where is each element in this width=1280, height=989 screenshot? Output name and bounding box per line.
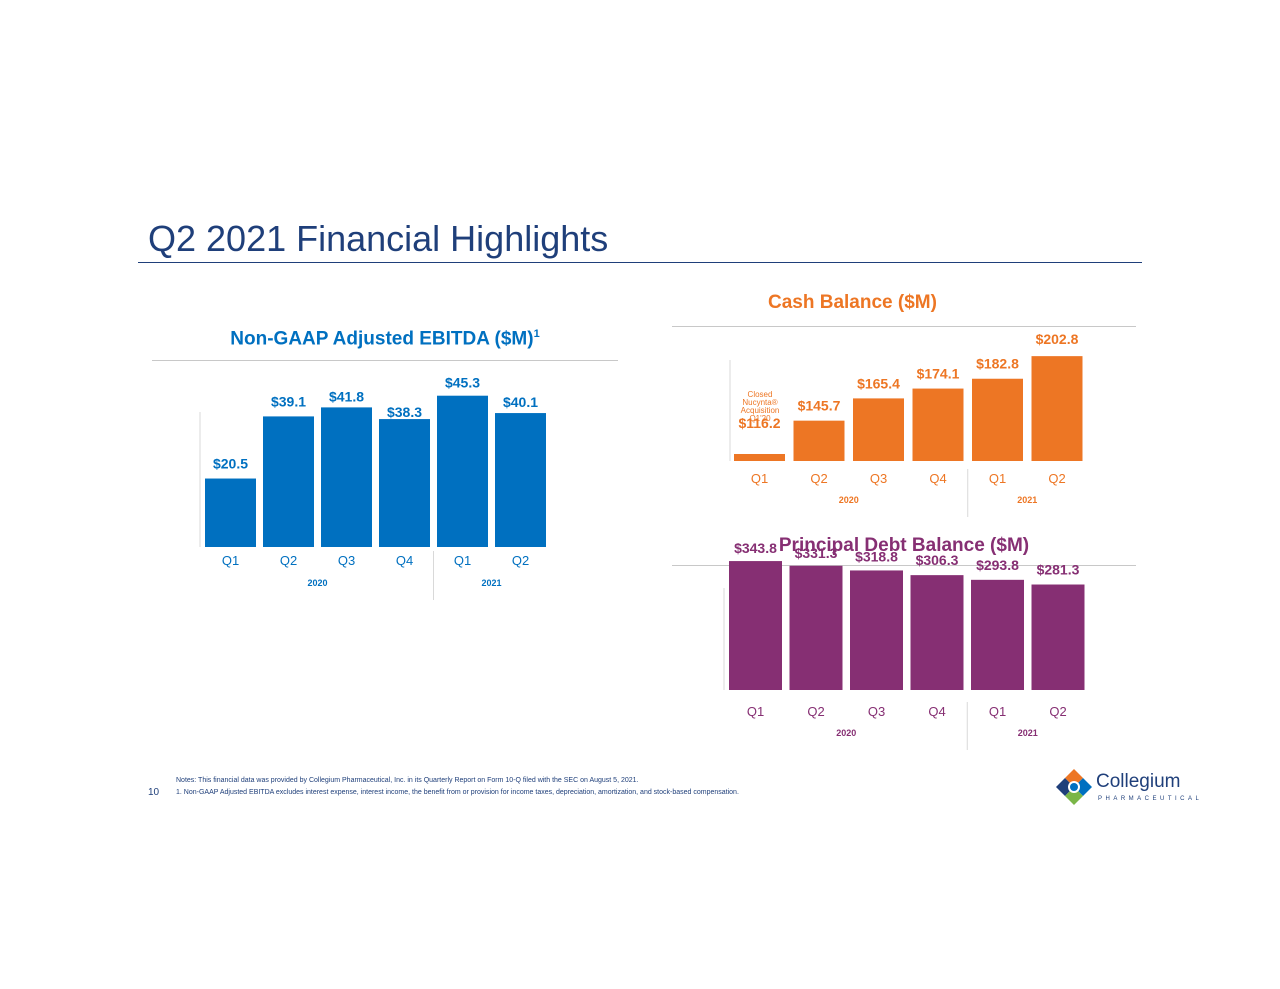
ebitda-bar <box>321 407 372 547</box>
ebitda-category-label: Q3 <box>338 553 355 568</box>
ebitda-category-label: Q1 <box>222 553 239 568</box>
company-logo: Collegium PHARMACEUTICAL <box>1054 767 1199 807</box>
cash-annotation-line: Nucynta® <box>742 398 777 407</box>
debt-category-label: Q1 <box>989 704 1006 719</box>
cash-bar <box>853 398 904 461</box>
cash-category-label: Q1 <box>751 471 768 486</box>
ebitda-value-label: $40.1 <box>503 394 538 410</box>
debt-bar <box>910 575 964 690</box>
debt-category-label: Q2 <box>1049 704 1066 719</box>
page-number: 10 <box>148 787 160 798</box>
ebitda-value-label: $20.5 <box>213 456 248 472</box>
ebitda-value-label: $41.8 <box>329 388 364 404</box>
debt-value-label: $343.8 <box>734 540 777 556</box>
debt-bar <box>789 565 843 690</box>
debt-bar <box>729 561 782 690</box>
cash-category-label: Q3 <box>870 471 887 486</box>
debt-value-label: $318.8 <box>855 548 898 564</box>
ebitda-bar <box>379 419 430 547</box>
debt-category-label: Q3 <box>868 704 885 719</box>
cash-bar <box>912 388 964 461</box>
ebitda-title-rule <box>152 360 618 361</box>
ebitda-chart-title-text: Non-GAAP Adjusted EBITDA ($M) <box>230 328 534 350</box>
debt-group-label: 2021 <box>1018 728 1038 738</box>
cash-annotation-line: Closed <box>748 390 773 399</box>
ebitda-footnote-mark: 1 <box>533 328 540 340</box>
ebitda-category-label: Q1 <box>454 553 471 568</box>
logo-subtitle: PHARMACEUTICAL <box>1098 796 1203 802</box>
footnote-ebitda: 1. Non-GAAP Adjusted EBITDA excludes int… <box>176 789 739 796</box>
cash-annotation-line: Acquisition <box>741 406 780 415</box>
cash-bar <box>734 453 785 461</box>
ebitda-bar <box>263 416 314 547</box>
debt-title-rule <box>672 565 1136 566</box>
ebitda-group-label: 2021 <box>481 578 501 588</box>
cash-value-label: $165.4 <box>857 375 900 391</box>
cash-category-label: Q2 <box>810 471 827 486</box>
ebitda-chart-title: Non-GAAP Adjusted EBITDA ($M)1 <box>152 328 618 350</box>
ebitda-group-label: 2020 <box>307 578 327 588</box>
ebitda-bar <box>437 395 488 547</box>
cash-group-label: 2020 <box>839 495 859 505</box>
cash-title-rule <box>672 326 1136 327</box>
cash-bar <box>1031 356 1083 461</box>
cash-chart-title: Cash Balance ($M) <box>768 292 937 313</box>
debt-bar <box>971 579 1024 690</box>
logo-mark-icon <box>1056 769 1092 805</box>
ebitda-category-label: Q4 <box>396 553 413 568</box>
ebitda-bar <box>205 478 256 547</box>
cash-annotation-line: Q1'20 <box>749 414 771 423</box>
ebitda-value-label: $45.3 <box>445 375 480 391</box>
cash-value-label: $182.8 <box>976 356 1019 372</box>
debt-bar <box>850 570 903 690</box>
footnotes: Notes: This financial data was provided … <box>176 775 739 799</box>
debt-group-label: 2020 <box>836 728 856 738</box>
cash-value-label: $116.2 <box>738 415 780 431</box>
cash-bar <box>972 378 1023 461</box>
ebitda-value-label: $38.3 <box>387 404 422 420</box>
ebitda-category-label: Q2 <box>512 553 529 568</box>
cash-category-label: Q1 <box>989 471 1006 486</box>
debt-chart-title: Principal Debt Balance ($M) <box>778 535 1030 556</box>
cash-group-label: 2021 <box>1017 495 1037 505</box>
cash-bar <box>793 420 845 461</box>
debt-value-label: $306.3 <box>916 552 959 568</box>
cash-value-label: $174.1 <box>917 366 960 382</box>
debt-value-label: $331.3 <box>795 545 838 561</box>
logo-wordmark: Collegium <box>1096 771 1181 792</box>
ebitda-bar <box>495 413 546 547</box>
title-divider <box>138 262 1142 263</box>
ebitda-category-label: Q2 <box>280 553 297 568</box>
debt-category-label: Q1 <box>747 704 764 719</box>
debt-category-label: Q2 <box>807 704 824 719</box>
ebitda-value-label: $39.1 <box>271 393 306 409</box>
cash-value-label: $202.8 <box>1036 331 1079 347</box>
page-title: Q2 2021 Financial Highlights <box>148 218 609 259</box>
cash-category-label: Q4 <box>929 471 946 486</box>
debt-bar <box>1031 584 1085 690</box>
cash-value-label: $145.7 <box>798 398 841 414</box>
footnote-source: Notes: This financial data was provided … <box>176 777 639 784</box>
cash-category-label: Q2 <box>1048 471 1065 486</box>
debt-value-label: $281.3 <box>1037 562 1080 578</box>
debt-category-label: Q4 <box>928 704 945 719</box>
debt-value-label: $293.8 <box>976 557 1019 573</box>
